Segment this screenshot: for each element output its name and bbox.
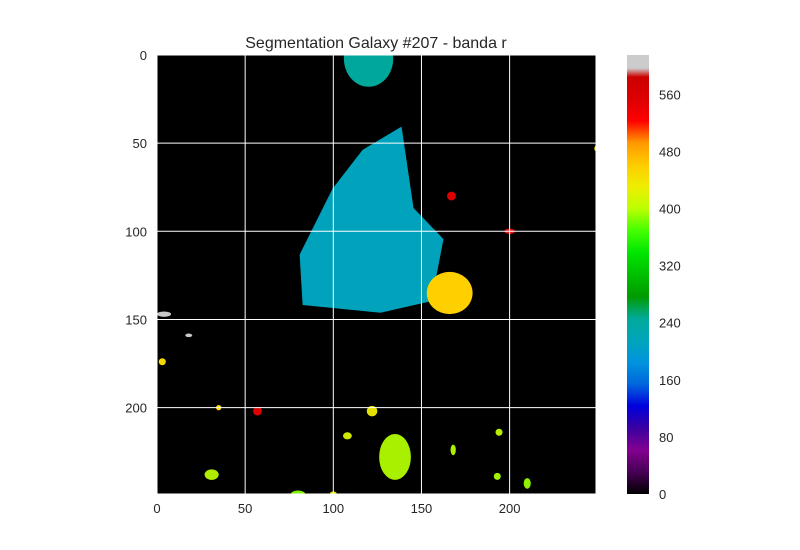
y-tick-label-200: 200 bbox=[125, 401, 147, 416]
segment-18 bbox=[523, 478, 531, 489]
segment-7 bbox=[594, 145, 596, 152]
segments-layer bbox=[157, 55, 596, 494]
colorbar-tick-label-560: 560 bbox=[659, 87, 681, 102]
x-tick-label-200: 200 bbox=[499, 501, 521, 516]
x-tick-label-50: 50 bbox=[238, 501, 252, 516]
x-tick-label-100: 100 bbox=[322, 501, 344, 516]
segment-3 bbox=[379, 434, 411, 480]
y-tick-label-150: 150 bbox=[125, 312, 147, 327]
segment-0 bbox=[299, 126, 444, 313]
y-tick-label-100: 100 bbox=[125, 224, 147, 239]
segment-14 bbox=[204, 469, 219, 480]
segment-10 bbox=[158, 358, 166, 366]
x-tick-label-0: 0 bbox=[153, 501, 160, 516]
colorbar-tick-label-80: 80 bbox=[659, 430, 673, 445]
colorbar-tick-label-0: 0 bbox=[659, 487, 666, 502]
colorbar-tick-label-480: 480 bbox=[659, 144, 681, 159]
colorbar-tick-label-160: 160 bbox=[659, 373, 681, 388]
segment-15 bbox=[450, 444, 456, 456]
x-tick-label-150: 150 bbox=[411, 501, 433, 516]
chart-title: Segmentation Galaxy #207 - banda r bbox=[245, 35, 507, 52]
segment-19 bbox=[290, 490, 306, 494]
y-axis-ticks: 0 50 100 150 200 bbox=[125, 48, 147, 416]
segment-4 bbox=[447, 191, 456, 201]
x-axis-ticks: 0 50 100 150 200 bbox=[153, 501, 520, 516]
y-tick-label-0: 0 bbox=[140, 48, 147, 63]
segment-1 bbox=[343, 55, 394, 87]
segment-2 bbox=[426, 271, 473, 315]
segment-8 bbox=[157, 311, 172, 317]
colorbar-tick-label-400: 400 bbox=[659, 201, 681, 216]
segment-17 bbox=[493, 472, 501, 480]
y-tick-label-50: 50 bbox=[133, 136, 147, 151]
segment-9 bbox=[185, 333, 193, 338]
colorbar-tick-label-240: 240 bbox=[659, 316, 681, 331]
colorbar bbox=[627, 55, 649, 494]
plot-frame bbox=[156, 54, 597, 495]
segment-6 bbox=[253, 406, 262, 416]
colorbar-ticks: 0 80 160 240 320 400 480 560 bbox=[659, 87, 681, 502]
segment-13 bbox=[343, 432, 352, 440]
colorbar-tick-label-320: 320 bbox=[659, 259, 681, 274]
segment-16 bbox=[495, 428, 503, 436]
segment-12 bbox=[366, 405, 378, 417]
